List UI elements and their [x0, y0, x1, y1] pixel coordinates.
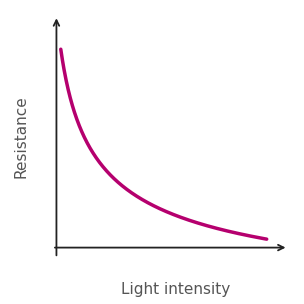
Text: Light intensity: Light intensity [121, 282, 230, 297]
Text: Resistance: Resistance [13, 95, 28, 178]
